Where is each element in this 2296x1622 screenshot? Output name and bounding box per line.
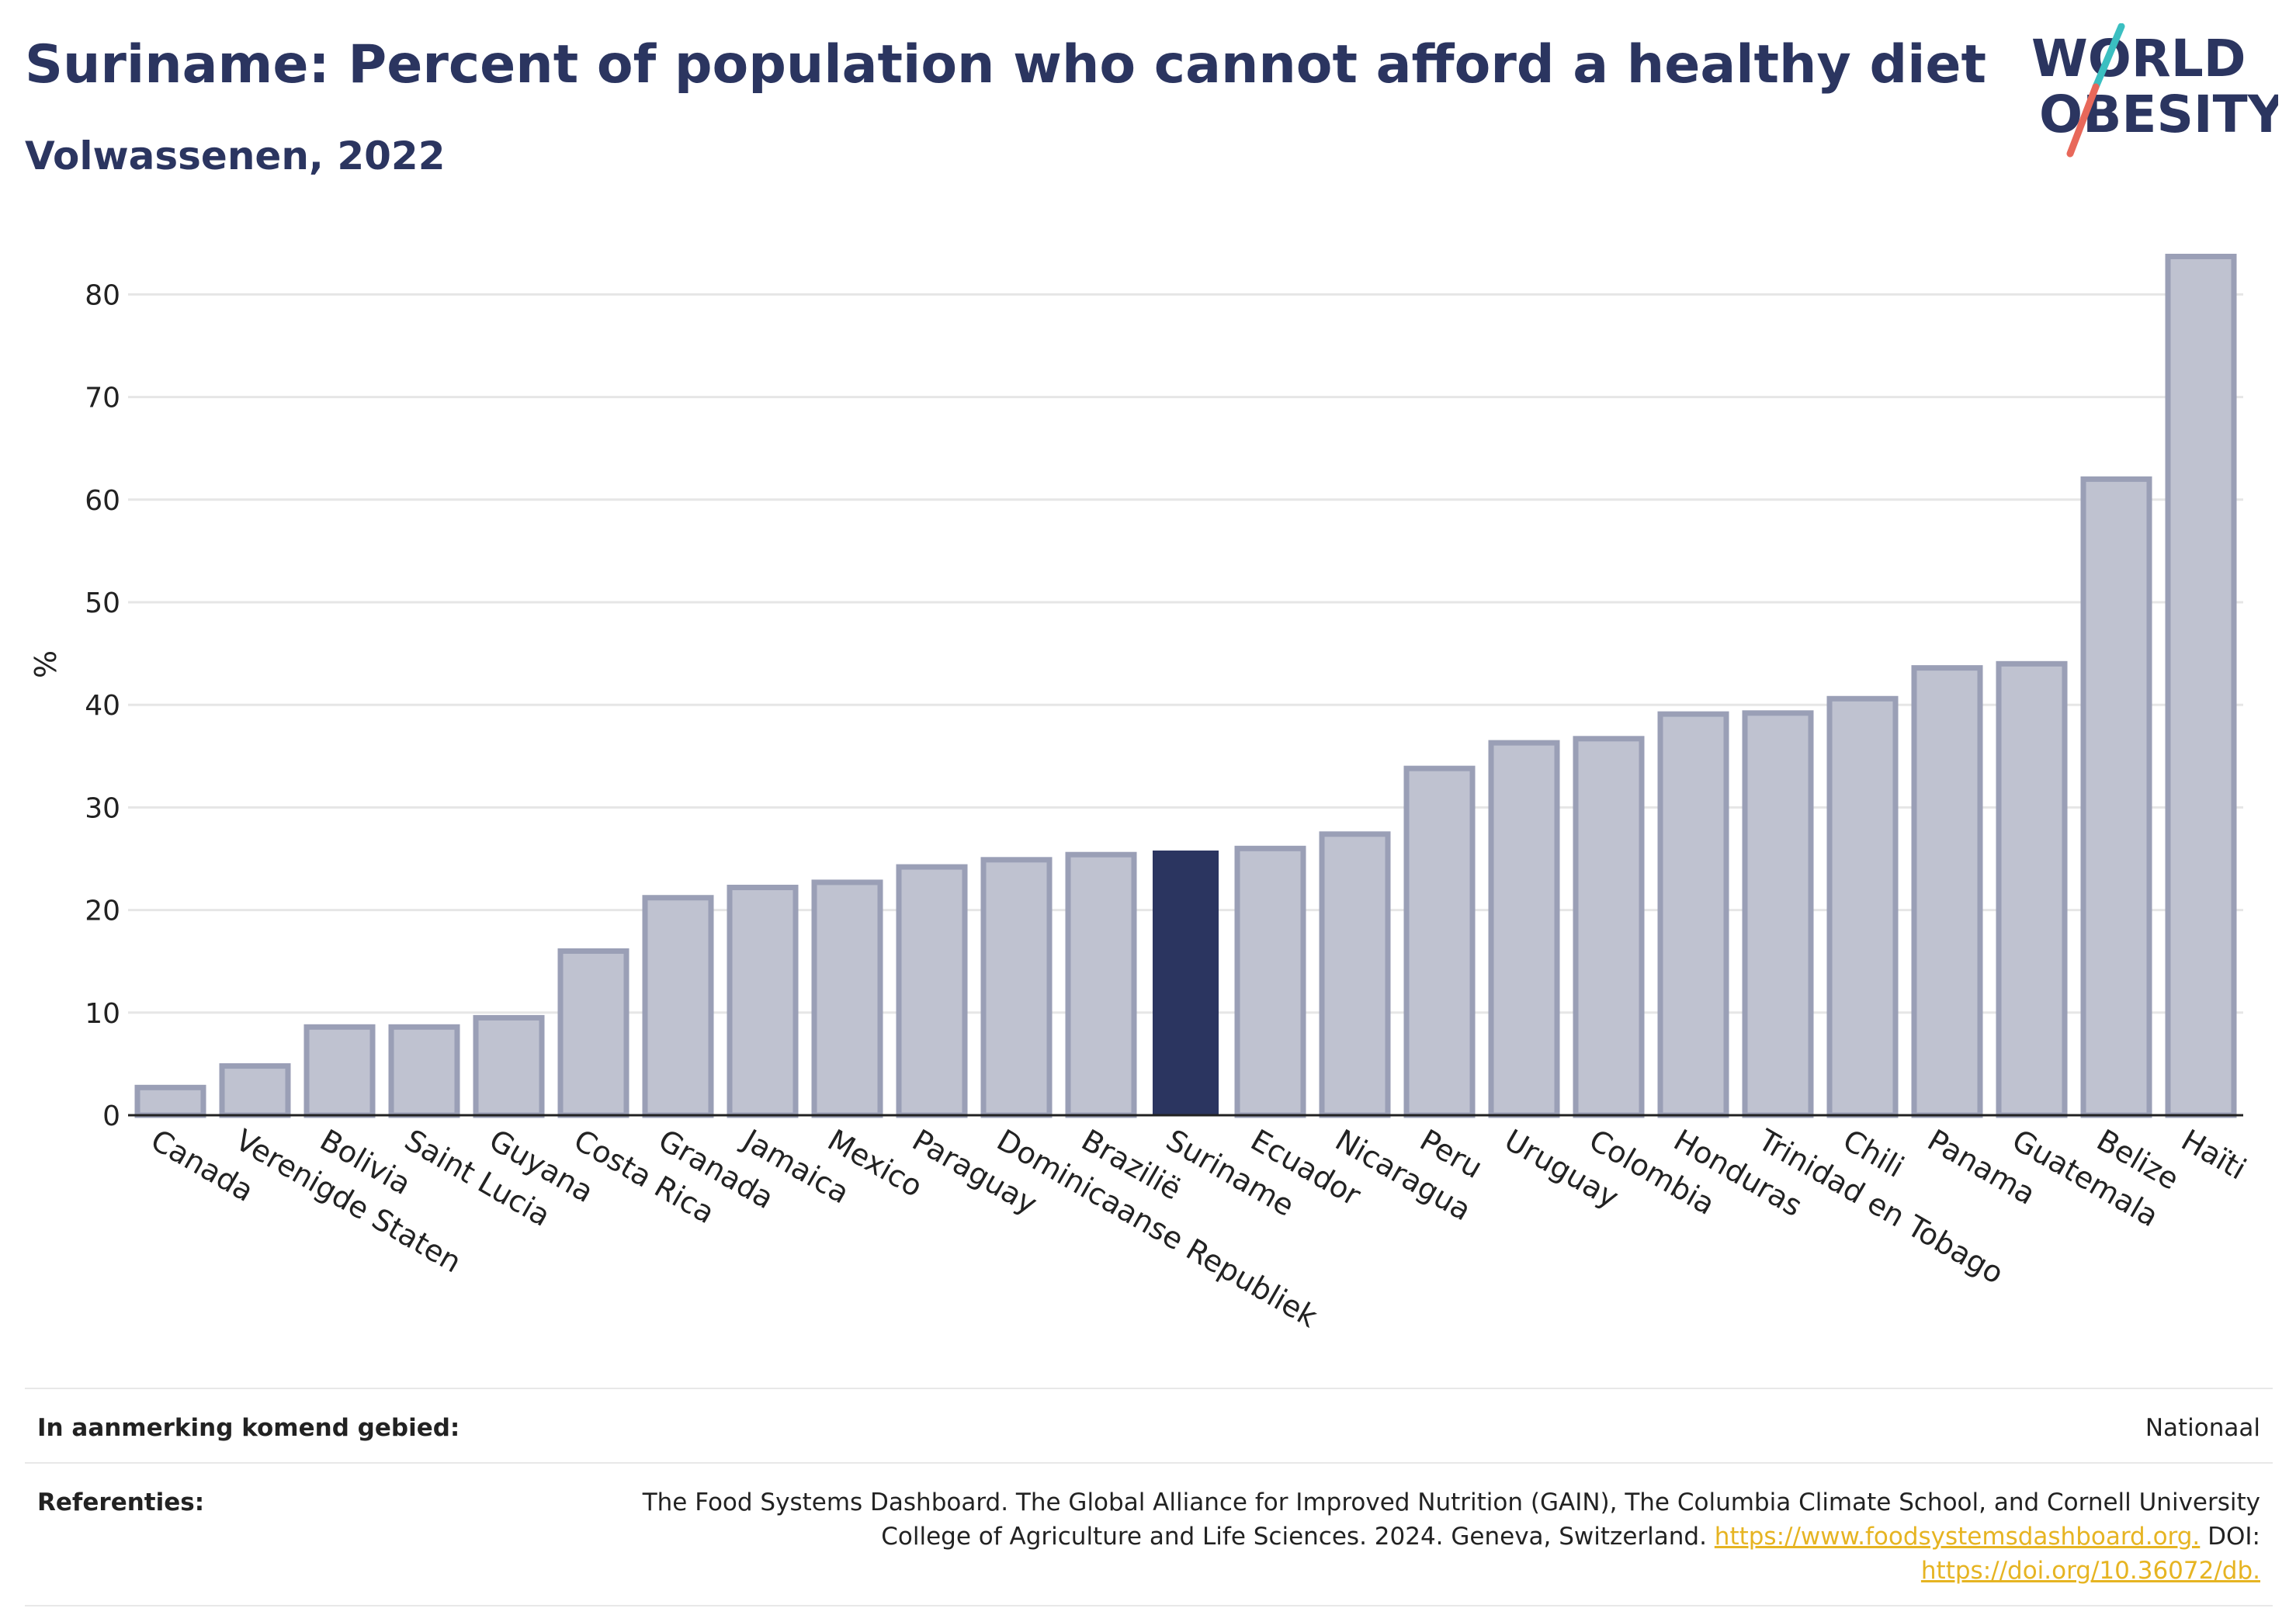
- y-tick-label: 20: [85, 896, 120, 927]
- bar-trinidad-en-tobago[interactable]: [1742, 710, 1814, 1118]
- bar-mexico[interactable]: [811, 879, 883, 1118]
- logo-line1: WORLD: [2031, 29, 2246, 88]
- bar-uruguay[interactable]: [1488, 740, 1560, 1118]
- footer-area-row: In aanmerking komend gebied: Nationaal: [25, 1388, 2273, 1462]
- references-label: Referenties:: [37, 1489, 205, 1516]
- bar-guatemala[interactable]: [1996, 660, 2068, 1118]
- references-link-foodsystems[interactable]: https://www.foodsystemsdashboard.org.: [1714, 1523, 2201, 1551]
- world-obesity-logo: WORLD OBESITY: [2031, 23, 2278, 158]
- bars: [128, 253, 2243, 1118]
- bar-brazilië[interactable]: [1065, 851, 1137, 1118]
- bar-granada[interactable]: [642, 895, 714, 1118]
- bar-nicaragua[interactable]: [1319, 831, 1391, 1118]
- chart-subtitle: Volwassenen, 2022: [25, 133, 446, 178]
- references-link-doi[interactable]: https://doi.org/10.36072/db.: [1920, 1557, 2260, 1585]
- bar-panama[interactable]: [1911, 665, 1983, 1118]
- bar-colombia[interactable]: [1573, 736, 1645, 1118]
- bar-dominicaanse-republiek[interactable]: [980, 857, 1053, 1118]
- bar-paraguay[interactable]: [896, 864, 968, 1118]
- logo-slash-teal: [2092, 23, 2125, 91]
- y-tick-label: 0: [102, 1100, 120, 1132]
- bar-ecuador[interactable]: [1234, 845, 1306, 1118]
- y-axis-ticks: 0 10 20 30 40 50 60 70 80: [85, 279, 120, 1132]
- area-value: Nationaal: [2145, 1414, 2260, 1442]
- y-tick-label: 50: [85, 587, 120, 619]
- bar-canada[interactable]: [134, 1084, 206, 1118]
- chart-title: Suriname: Percent of population who cann…: [25, 34, 1987, 95]
- bar-belize[interactable]: [2080, 476, 2152, 1118]
- references-text-1: The Food Systems Dashboard. The Global A…: [642, 1489, 2260, 1516]
- y-tick-label: 30: [85, 792, 120, 824]
- footer-references-row: Referenties: The Food Systems Dashboard.…: [25, 1462, 2273, 1606]
- references-text: The Food Systems Dashboard. The Global A…: [643, 1485, 2260, 1588]
- references-text-3: DOI:: [2208, 1523, 2260, 1551]
- y-tick-label: 40: [85, 690, 120, 722]
- y-tick-label: 10: [85, 998, 120, 1030]
- bar-guyana[interactable]: [473, 1014, 545, 1118]
- bar-costa-rica[interactable]: [557, 948, 629, 1118]
- bar-saint-lucia[interactable]: [388, 1024, 460, 1118]
- area-label: In aanmerking komend gebied:: [37, 1414, 460, 1442]
- bar-peru[interactable]: [1403, 765, 1476, 1118]
- y-tick-label: 70: [85, 383, 120, 414]
- bar-jamaica[interactable]: [727, 885, 799, 1118]
- chart-footer: In aanmerking komend gebied: Nationaal R…: [25, 1388, 2273, 1606]
- bar-chili[interactable]: [1826, 695, 1899, 1118]
- bar-bolivia[interactable]: [303, 1024, 376, 1118]
- y-axis-label: %: [29, 650, 63, 678]
- bar-honduras[interactable]: [1657, 711, 1729, 1118]
- references-text-2: College of Agriculture and Life Sciences…: [881, 1523, 1707, 1551]
- bar-suriname[interactable]: [1152, 850, 1219, 1115]
- bar-haïti[interactable]: [2165, 253, 2237, 1118]
- logo-slash-red: [2066, 83, 2100, 158]
- bar-verenigde-staten[interactable]: [219, 1063, 291, 1118]
- x-tick-label: Haïti: [2176, 1123, 2252, 1187]
- y-tick-label: 80: [85, 279, 120, 311]
- y-tick-label: 60: [85, 485, 120, 517]
